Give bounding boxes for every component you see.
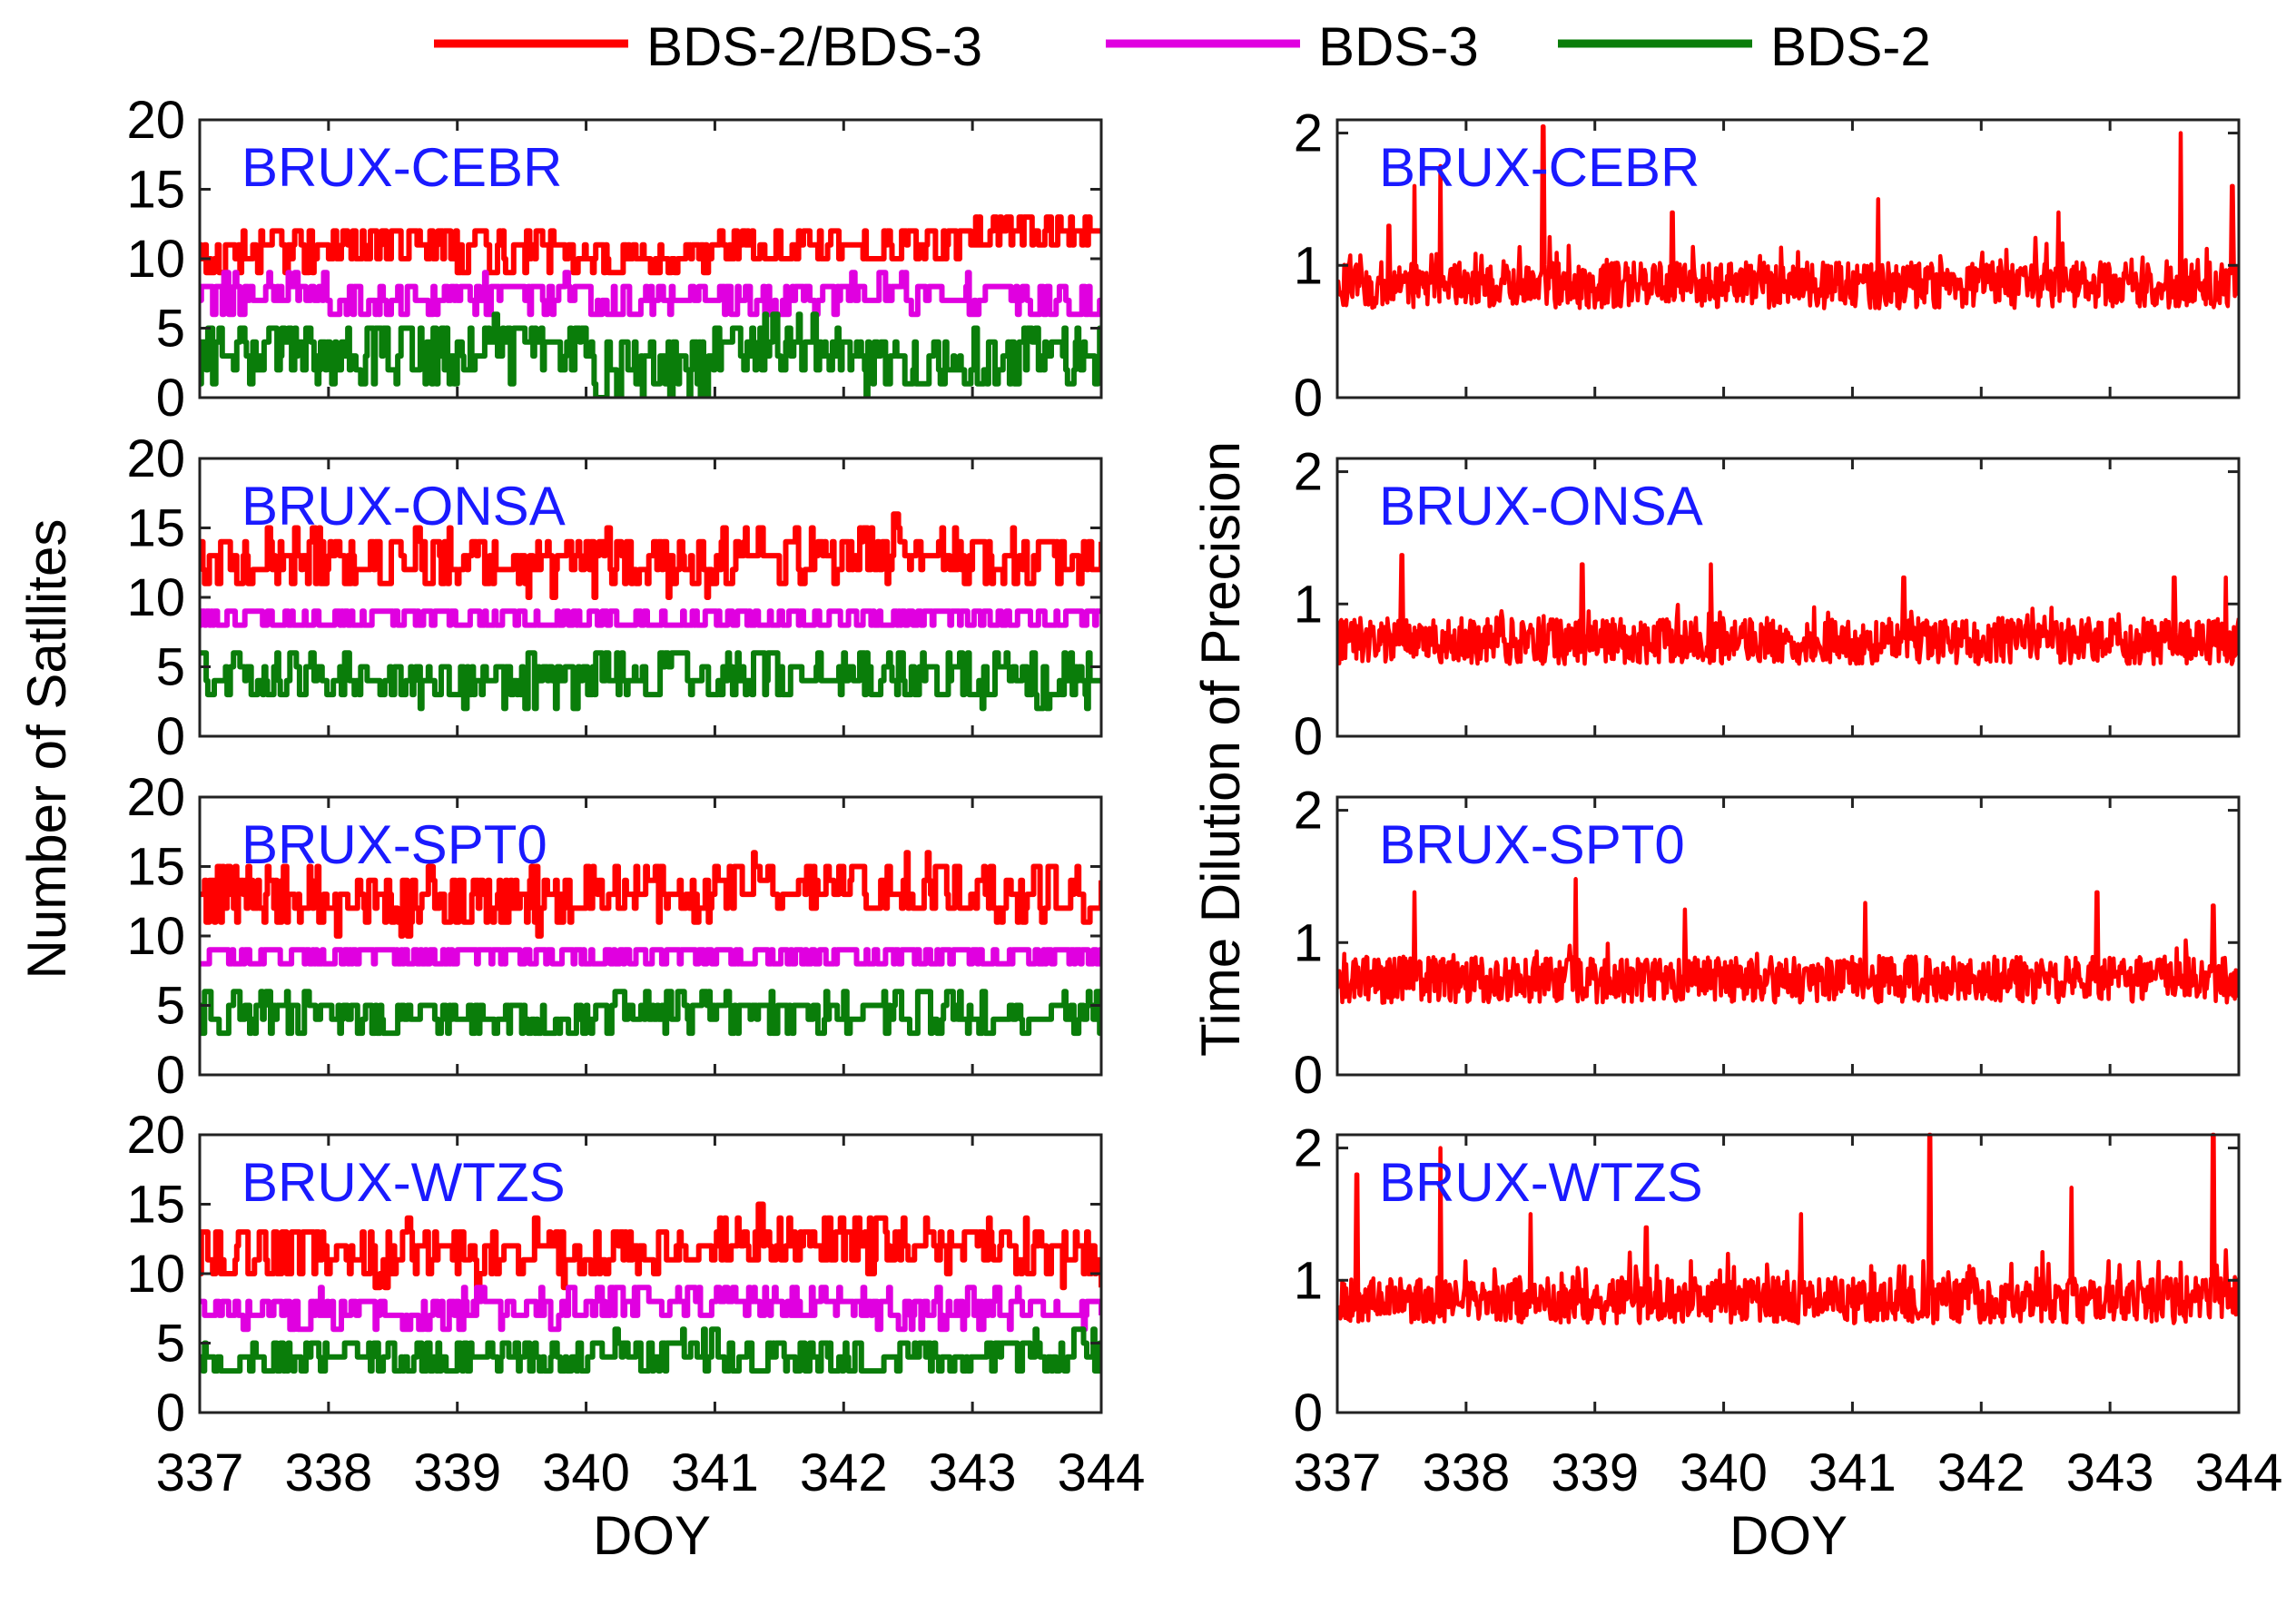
- y-tick-label: 20: [126, 429, 185, 488]
- y-tick-label: 0: [156, 369, 185, 428]
- y-tick-label: 10: [126, 230, 185, 289]
- legend: BDS-2/BDS-3 BDS-3 BDS-2: [434, 16, 1931, 77]
- y-tick-label: 5: [156, 638, 185, 697]
- series-line-bds-3: [200, 608, 1101, 628]
- y-tick-label: 1: [1294, 1251, 1323, 1310]
- panel-background: [1337, 458, 2239, 736]
- series-line-bds-2-bds-3: [200, 1201, 1101, 1291]
- series-line-bds-2-bds-3: [200, 850, 1101, 939]
- left-x-axis-label: DOY: [593, 1505, 711, 1566]
- y-tick-label: 2: [1294, 104, 1323, 163]
- x-tick-label: 337: [156, 1443, 244, 1502]
- x-tick-label: 344: [1058, 1443, 1146, 1502]
- left-y-axis-label: Number of Satllites: [16, 519, 77, 980]
- legend-label-bds23: BDS-2/BDS-3: [646, 16, 982, 77]
- y-tick-label: 5: [156, 1315, 185, 1374]
- series-line-bds-2-bds-3: [1337, 877, 2239, 1005]
- panel-label: BRUX-SPT0: [241, 814, 547, 875]
- series-line-bds-2: [200, 311, 1101, 398]
- panel-label: BRUX-ONSA: [241, 476, 566, 537]
- x-tick-label: 337: [1294, 1443, 1382, 1502]
- series-line-bds-2-bds-3: [1337, 1132, 2239, 1325]
- panel-frame: [1335, 118, 2241, 399]
- panel-right-2: BRUX-ONSA 0 1 2: [1294, 443, 2241, 766]
- legend-label-bds3: BDS-3: [1318, 16, 1479, 77]
- panel-label: BRUX-SPT0: [1379, 814, 1685, 875]
- y-tick-label: 2: [1294, 443, 1323, 502]
- series-line-bds-2-bds-3: [1337, 553, 2239, 666]
- panel-left-4: BRUX-WTZS 0 5 10 15 20 337 338 339 340 341 342 343 34…: [126, 1106, 1145, 1502]
- panel-right-4: BRUX-WTZS 0 1 2 337 338 339 340 341 342 343 344: [1294, 1119, 2283, 1502]
- x-tick-label: 344: [2195, 1443, 2283, 1502]
- series-line-bds-2: [200, 989, 1101, 1037]
- series-line-bds-2-bds-3: [200, 214, 1101, 276]
- y-tick-label: 15: [126, 161, 185, 220]
- panel-background: [1337, 120, 2239, 398]
- y-tick-label: 2: [1294, 1119, 1323, 1178]
- y-tick-label: 15: [126, 1176, 185, 1235]
- right-y-axis-label: Time Dilution of Precision: [1190, 441, 1251, 1057]
- y-tick-label: 0: [1294, 369, 1323, 428]
- panel-frame: [1335, 457, 2241, 738]
- y-tick-label: 5: [156, 300, 185, 359]
- y-tick-label: 10: [126, 568, 185, 627]
- y-tick-label: 5: [156, 977, 185, 1036]
- y-tick-label: 0: [1294, 1046, 1323, 1105]
- panel-background: [200, 797, 1101, 1075]
- y-tick-label: 15: [126, 838, 185, 897]
- x-tick-label: 343: [2066, 1443, 2154, 1502]
- panel-label: BRUX-CEBR: [241, 137, 562, 198]
- panel-left-1: BRUX-CEBR 0 5 10 15 20: [126, 91, 1103, 428]
- y-tick-label: 15: [126, 499, 185, 558]
- y-tick-label: 20: [126, 768, 185, 827]
- y-tick-label: 0: [156, 707, 185, 766]
- x-tick-label: 338: [284, 1443, 372, 1502]
- y-tick-label: 20: [126, 1106, 185, 1165]
- y-tick-label: 0: [1294, 1384, 1323, 1443]
- x-tick-label: 338: [1422, 1443, 1510, 1502]
- panel-frame: [1335, 1133, 2241, 1414]
- x-tick-label: 342: [1937, 1443, 2025, 1502]
- panel-label: BRUX-ONSA: [1379, 476, 1703, 537]
- legend-label-bds2: BDS-2: [1770, 16, 1931, 77]
- series-line-bds-2: [200, 1326, 1101, 1374]
- panel-label: BRUX-CEBR: [1379, 137, 1700, 198]
- series-line-bds-2-bds-3: [200, 511, 1101, 600]
- x-tick-label: 339: [1551, 1443, 1639, 1502]
- x-tick-label: 341: [671, 1443, 759, 1502]
- panel-label: BRUX-WTZS: [1379, 1152, 1703, 1213]
- panel-frame: [1335, 795, 2241, 1077]
- series-line-bds-3: [200, 270, 1101, 318]
- right-x-axis-label: DOY: [1729, 1505, 1848, 1566]
- y-tick-label: 1: [1294, 236, 1323, 295]
- x-tick-label: 340: [542, 1443, 630, 1502]
- panel-background: [1337, 797, 2239, 1075]
- x-tick-label: 339: [413, 1443, 501, 1502]
- y-tick-label: 0: [1294, 707, 1323, 766]
- panel-label: BRUX-WTZS: [241, 1152, 566, 1213]
- y-tick-label: 0: [156, 1046, 185, 1105]
- y-tick-label: 1: [1294, 913, 1323, 972]
- x-tick-label: 342: [800, 1443, 888, 1502]
- y-tick-label: 1: [1294, 575, 1323, 634]
- panels: BRUX-CEBR05101520BRUX-ONSA05101520BRUX-S…: [126, 91, 2282, 1502]
- panel-right-3: BRUX-SPT0 0 1 2: [1294, 782, 2241, 1105]
- y-tick-label: 0: [156, 1384, 185, 1443]
- panel-right-1: BRUX-CEBR 0 1 2: [1294, 104, 2241, 428]
- y-tick-label: 20: [126, 91, 185, 150]
- x-tick-label: 341: [1808, 1443, 1897, 1502]
- y-tick-label: 10: [126, 1245, 185, 1304]
- panel-left-3: BRUX-SPT0 0 5 10 15 20: [126, 768, 1103, 1105]
- y-tick-label: 2: [1294, 782, 1323, 841]
- series-line-bds-3: [200, 947, 1101, 967]
- series-line-bds-2-bds-3: [1337, 124, 2239, 310]
- x-tick-label: 340: [1680, 1443, 1768, 1502]
- x-tick-label: 343: [929, 1443, 1017, 1502]
- y-tick-label: 10: [126, 907, 185, 966]
- panel-left-2: BRUX-ONSA 0 5 10 15 20: [126, 429, 1103, 766]
- series-line-bds-2: [200, 650, 1101, 712]
- series-line-bds-3: [200, 1285, 1101, 1333]
